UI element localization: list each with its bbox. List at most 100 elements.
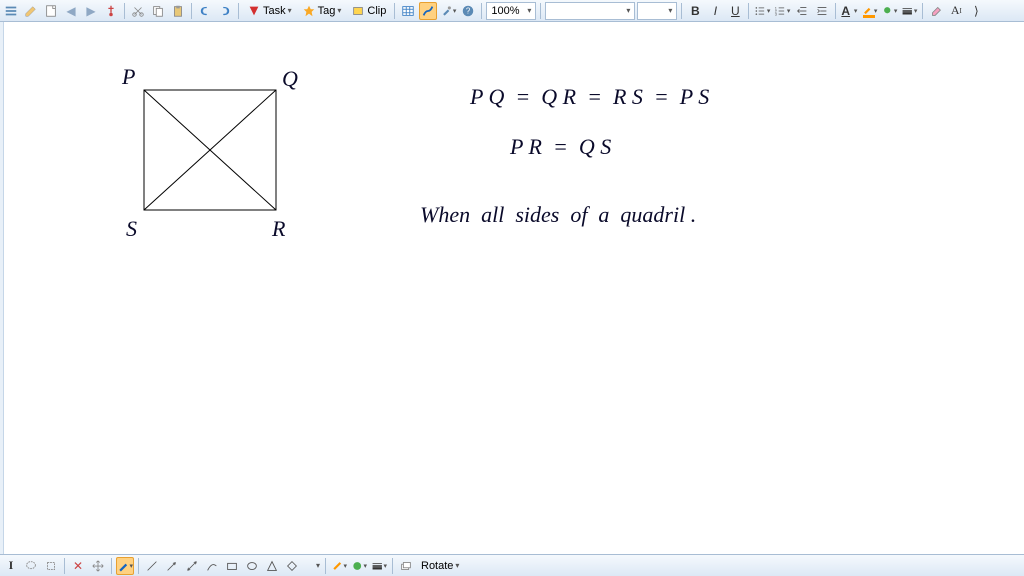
zoom-value: 100% (491, 5, 519, 17)
cut-pin-icon[interactable] (102, 2, 120, 20)
outdent-icon[interactable] (793, 2, 811, 20)
chevron-down-icon: ▾ (787, 7, 791, 15)
separator (835, 3, 836, 19)
number-list-icon[interactable]: 123 ▾ (773, 2, 791, 20)
chevron-down-icon: ▾ (288, 6, 292, 15)
font-family-dropdown[interactable]: ▾ (545, 2, 635, 20)
zoom-dropdown[interactable]: 100% ▾ (486, 2, 536, 20)
italic-button[interactable]: I (706, 2, 724, 20)
top-toolbar: ◀ ▶ Task ▾ Tag ▾ Clip ▾ (0, 0, 1024, 22)
indent-icon[interactable] (813, 2, 831, 20)
equation-1: P Q = Q R = R S = P S (469, 84, 709, 109)
separator (392, 558, 393, 574)
task-button[interactable]: Task ▾ (243, 2, 296, 20)
chevron-down-icon: ▾ (527, 6, 531, 15)
separator (138, 558, 139, 574)
separator (124, 3, 125, 19)
line-weight-icon[interactable]: ▾ (370, 557, 388, 575)
nav-back-icon[interactable]: ◀ (62, 2, 80, 20)
rect-tool-icon[interactable] (223, 557, 241, 575)
pan-icon[interactable] (89, 557, 107, 575)
svg-text:3: 3 (775, 11, 777, 16)
chevron-down-icon: ▾ (854, 7, 858, 15)
bullet-list-icon[interactable]: ▾ (753, 2, 771, 20)
line-style-icon[interactable]: ▾ (900, 2, 918, 20)
label-Q: Q (282, 66, 298, 91)
task-label: Task (263, 5, 286, 17)
layer-icon[interactable] (397, 557, 415, 575)
equation-2: P R = Q S (509, 134, 611, 159)
chevron-down-icon: ▾ (363, 562, 367, 570)
tool-icon[interactable]: ▾ (439, 2, 457, 20)
line-tool-icon[interactable] (143, 557, 161, 575)
redo-icon[interactable] (216, 2, 234, 20)
nav-forward-icon[interactable]: ▶ (82, 2, 100, 20)
chevron-down-icon: ▾ (767, 7, 771, 15)
draw-mode-icon[interactable] (419, 2, 437, 20)
bold-button[interactable]: B (686, 2, 704, 20)
text-line-1: When all sides of a quadril . (420, 202, 696, 227)
edit-icon[interactable] (22, 2, 40, 20)
ellipse-tool-icon[interactable] (243, 557, 261, 575)
canvas-area[interactable]: P Q S R P Q = Q R = R S = P S P R = Q S … (0, 22, 1024, 554)
separator (922, 3, 923, 19)
rotate-button[interactable]: Rotate ▾ (417, 557, 463, 575)
separator (681, 3, 682, 19)
chevron-down-icon: ▾ (129, 562, 133, 570)
fill-color-icon[interactable]: ▾ (880, 2, 898, 20)
more-icon[interactable]: ⟩ (967, 2, 985, 20)
cut-icon[interactable] (129, 2, 147, 20)
more-shapes-icon[interactable]: ▾ (303, 557, 321, 575)
separator (325, 558, 326, 574)
separator (191, 3, 192, 19)
paste-icon[interactable] (169, 2, 187, 20)
svg-text:?: ? (466, 6, 471, 15)
tag-button[interactable]: Tag ▾ (298, 2, 346, 20)
font-size-dropdown[interactable]: ▾ (637, 2, 677, 20)
drawing-content: P Q S R P Q = Q R = R S = P S P R = Q S … (0, 22, 1024, 554)
label-P: P (121, 64, 135, 89)
triangle-tool-icon[interactable] (263, 557, 281, 575)
square-diagram (144, 90, 276, 210)
text-tool-icon[interactable]: I (2, 557, 20, 575)
separator (394, 3, 395, 19)
pen-tool-icon[interactable]: ▾ (116, 557, 134, 575)
tag-label: Tag (318, 5, 336, 17)
curve-tool-icon[interactable] (203, 557, 221, 575)
help-icon[interactable]: ? (459, 2, 477, 20)
close-x-icon[interactable]: ✕ (69, 557, 87, 575)
copy-icon[interactable] (149, 2, 167, 20)
eraser-icon[interactable] (927, 2, 945, 20)
menu-icon[interactable] (2, 2, 20, 20)
underline-button[interactable]: U (726, 2, 744, 20)
line-color-icon[interactable]: ▾ (330, 557, 348, 575)
table-icon[interactable] (399, 2, 417, 20)
separator (748, 3, 749, 19)
chevron-down-icon: ▾ (343, 562, 347, 570)
separator (64, 558, 65, 574)
font-color-icon[interactable]: A ▾ (840, 2, 858, 20)
lasso-icon[interactable] (22, 557, 40, 575)
bottom-toolbar: I ✕ ▾ ▾ ▾ ▾ (0, 554, 1024, 576)
text-tool-icon[interactable]: AI (947, 2, 965, 20)
highlight-color-icon[interactable]: ▾ (860, 2, 878, 20)
diamond-tool-icon[interactable] (283, 557, 301, 575)
arrow-tool-icon[interactable] (163, 557, 181, 575)
label-R: R (271, 216, 286, 241)
new-page-icon[interactable] (42, 2, 60, 20)
crop-icon[interactable] (42, 557, 60, 575)
separator (238, 3, 239, 19)
double-arrow-icon[interactable] (183, 557, 201, 575)
clip-button[interactable]: Clip (347, 2, 390, 20)
chevron-down-icon: ▾ (914, 7, 918, 15)
undo-icon[interactable] (196, 2, 214, 20)
chevron-down-icon: ▾ (668, 6, 672, 15)
label-S: S (126, 216, 137, 241)
shape-fill-icon[interactable]: ▾ (350, 557, 368, 575)
separator (481, 3, 482, 19)
chevron-down-icon: ▾ (453, 7, 457, 15)
chevron-down-icon: ▾ (626, 6, 630, 15)
chevron-down-icon: ▾ (316, 561, 320, 570)
rotate-label: Rotate (421, 560, 453, 572)
separator (540, 3, 541, 19)
